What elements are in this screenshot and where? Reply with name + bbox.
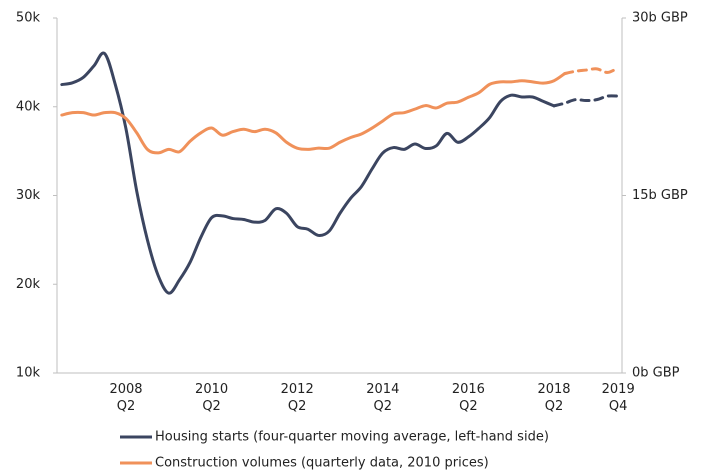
line (60, 51, 556, 295)
x-tick-label: 2008 Q2 (109, 382, 143, 414)
x-tick-label: 2018 Q2 (537, 382, 571, 414)
legend-label: Construction volumes (quarterly data, 20… (155, 456, 489, 471)
y-tick-label: 50k (16, 11, 41, 26)
y-tick-label: 10k (16, 366, 41, 381)
y-tick-label: 20k (16, 277, 41, 292)
line (60, 72, 567, 155)
forecast-line (552, 94, 620, 108)
y2-tick-label: 0b GBP (632, 366, 680, 381)
y2-tick-label: 30b GBP (632, 11, 688, 26)
x-tick-label: 2019 Q4 (601, 382, 635, 414)
x-tick-label: 2010 Q2 (195, 382, 229, 414)
y-tick-label: 40k (16, 99, 41, 114)
x-tick-label: 2014 Q2 (366, 382, 400, 414)
y2-tick-label: 15b GBP (632, 188, 688, 203)
x-tick-label: 2016 Q2 (451, 382, 485, 414)
forecast-line (563, 66, 620, 76)
y-tick-label: 30k (16, 188, 41, 203)
x-tick-label: 2012 Q2 (280, 382, 314, 414)
legend-label: Housing starts (four-quarter moving aver… (155, 430, 549, 445)
